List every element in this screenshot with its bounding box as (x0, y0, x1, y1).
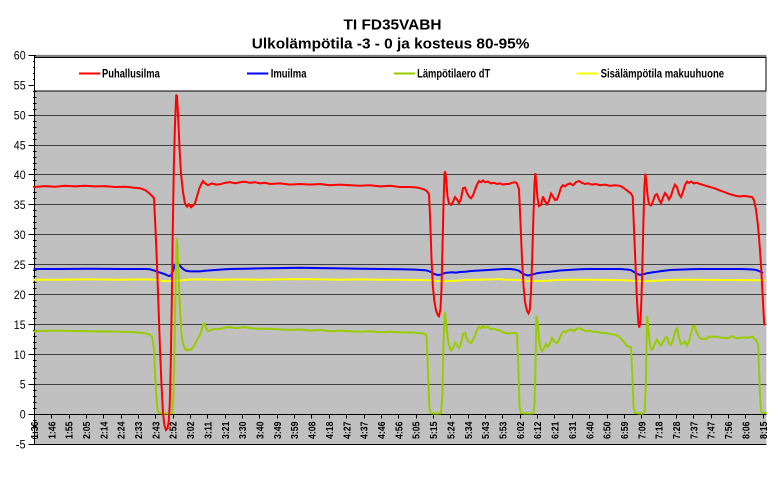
svg-text:2:43: 2:43 (151, 421, 162, 439)
svg-text:6:31: 6:31 (568, 421, 579, 439)
svg-text:20: 20 (14, 290, 26, 302)
svg-text:2:14: 2:14 (99, 421, 110, 439)
svg-text:7:37: 7:37 (689, 421, 700, 439)
svg-text:4:27: 4:27 (342, 421, 353, 439)
svg-text:4:37: 4:37 (360, 421, 371, 439)
svg-text:5:24: 5:24 (446, 421, 457, 439)
svg-text:6:40: 6:40 (585, 421, 596, 439)
svg-text:3:21: 3:21 (221, 421, 232, 439)
svg-text:4:46: 4:46 (377, 421, 388, 439)
svg-text:1:55: 1:55 (65, 421, 76, 439)
svg-text:3:30: 3:30 (238, 421, 249, 439)
svg-text:5:43: 5:43 (481, 421, 492, 439)
svg-text:Lämpötilaero dT: Lämpötilaero dT (417, 67, 491, 81)
svg-text:3:40: 3:40 (256, 421, 267, 439)
svg-text:6:50: 6:50 (603, 421, 614, 439)
svg-text:25: 25 (14, 260, 26, 272)
svg-text:6:02: 6:02 (516, 421, 527, 439)
svg-text:6:21: 6:21 (551, 421, 562, 439)
svg-text:3:49: 3:49 (273, 421, 284, 439)
svg-text:5:34: 5:34 (464, 421, 475, 439)
svg-text:1:36: 1:36 (30, 421, 41, 439)
svg-text:7:18: 7:18 (655, 421, 666, 439)
svg-text:7:09: 7:09 (637, 421, 648, 439)
svg-text:2:24: 2:24 (117, 421, 128, 439)
svg-text:45: 45 (14, 140, 26, 152)
svg-text:Puhallusilma: Puhallusilma (102, 67, 160, 81)
svg-text:55: 55 (14, 80, 26, 92)
svg-text:Imuilma: Imuilma (271, 67, 307, 81)
svg-text:7:47: 7:47 (707, 421, 718, 439)
svg-text:Ulkolämpötila -3 - 0 ja kosteu: Ulkolämpötila -3 - 0 ja kosteus 80-95% (252, 35, 530, 52)
svg-text:5:53: 5:53 (499, 421, 510, 439)
svg-text:2:05: 2:05 (82, 421, 93, 439)
svg-text:-5: -5 (16, 440, 26, 452)
svg-text:2:52: 2:52 (169, 421, 180, 439)
svg-text:TI FD35VABH: TI FD35VABH (344, 17, 442, 34)
svg-text:35: 35 (14, 200, 26, 212)
svg-text:8:06: 8:06 (741, 421, 752, 439)
svg-text:30: 30 (14, 230, 26, 242)
svg-text:Sisälämpötila makuuhuone: Sisälämpötila makuuhuone (601, 67, 725, 81)
svg-text:5:05: 5:05 (412, 421, 423, 439)
svg-text:6:12: 6:12 (533, 421, 544, 439)
svg-text:6:59: 6:59 (620, 421, 631, 439)
svg-text:3:59: 3:59 (290, 421, 301, 439)
svg-text:50: 50 (14, 110, 26, 122)
svg-text:5:15: 5:15 (429, 421, 440, 439)
svg-text:4:56: 4:56 (394, 421, 405, 439)
svg-text:10: 10 (14, 350, 26, 362)
svg-text:1:46: 1:46 (47, 421, 58, 439)
svg-text:40: 40 (14, 170, 26, 182)
svg-text:8:15: 8:15 (759, 421, 770, 439)
svg-text:0: 0 (20, 410, 26, 422)
svg-text:4:18: 4:18 (325, 421, 336, 439)
svg-text:15: 15 (14, 320, 26, 332)
svg-text:7:56: 7:56 (724, 421, 735, 439)
svg-text:3:02: 3:02 (186, 421, 197, 439)
svg-text:4:08: 4:08 (308, 421, 319, 439)
svg-text:7:28: 7:28 (672, 421, 683, 439)
svg-text:2:33: 2:33 (134, 421, 145, 439)
svg-text:60: 60 (14, 51, 26, 63)
svg-text:3:11: 3:11 (203, 421, 214, 439)
svg-text:5: 5 (20, 380, 26, 392)
